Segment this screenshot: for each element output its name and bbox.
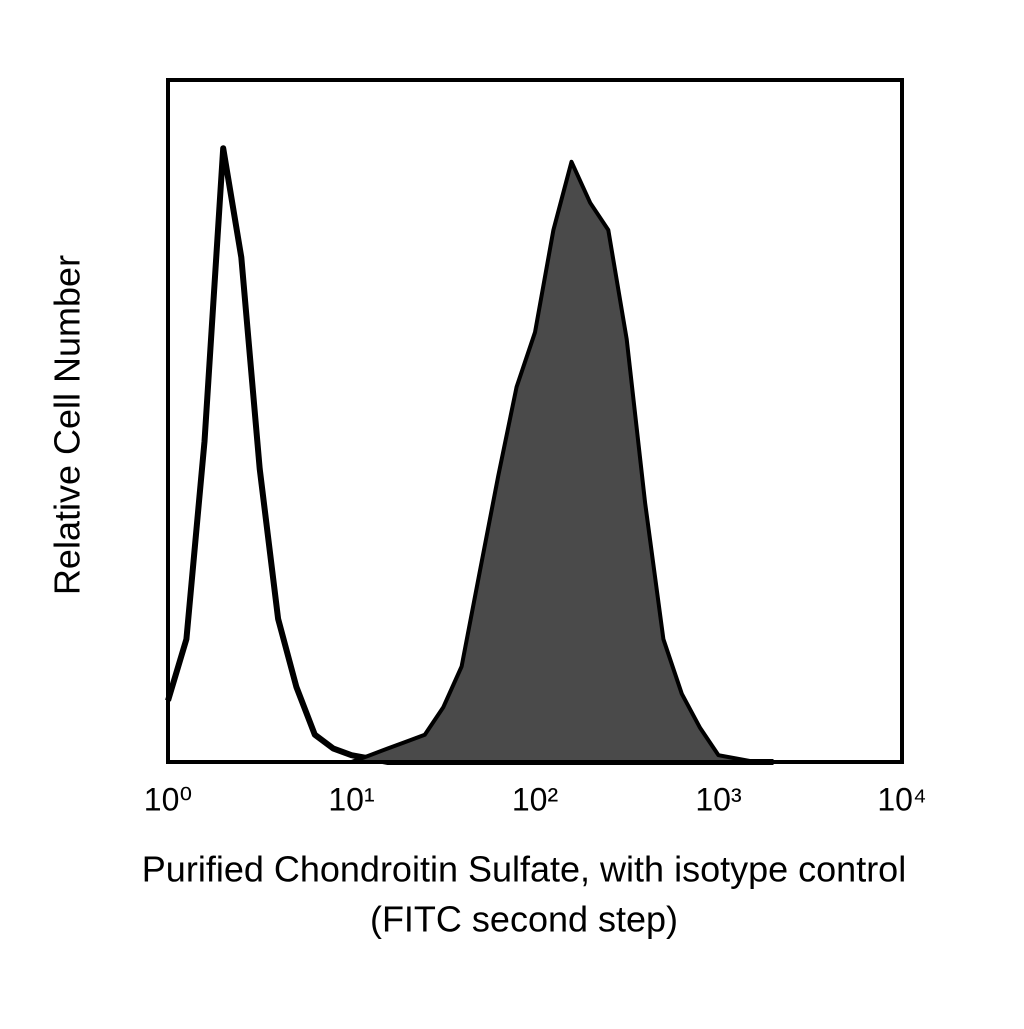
plot-frame [166, 78, 904, 764]
x-axis-title: (FITC second step) [370, 899, 678, 940]
x-tick-label: 10² [512, 781, 559, 817]
x-axis-title: Purified Chondroitin Sulfate, with isoty… [142, 849, 906, 890]
y-axis-title: Relative Cell Number [47, 255, 88, 595]
x-tick-label: 10³ [695, 781, 742, 817]
x-tick-label: 10⁰ [144, 781, 192, 817]
x-tick-label: 10⁴ [877, 781, 926, 817]
x-tick-label: 10¹ [328, 781, 374, 817]
